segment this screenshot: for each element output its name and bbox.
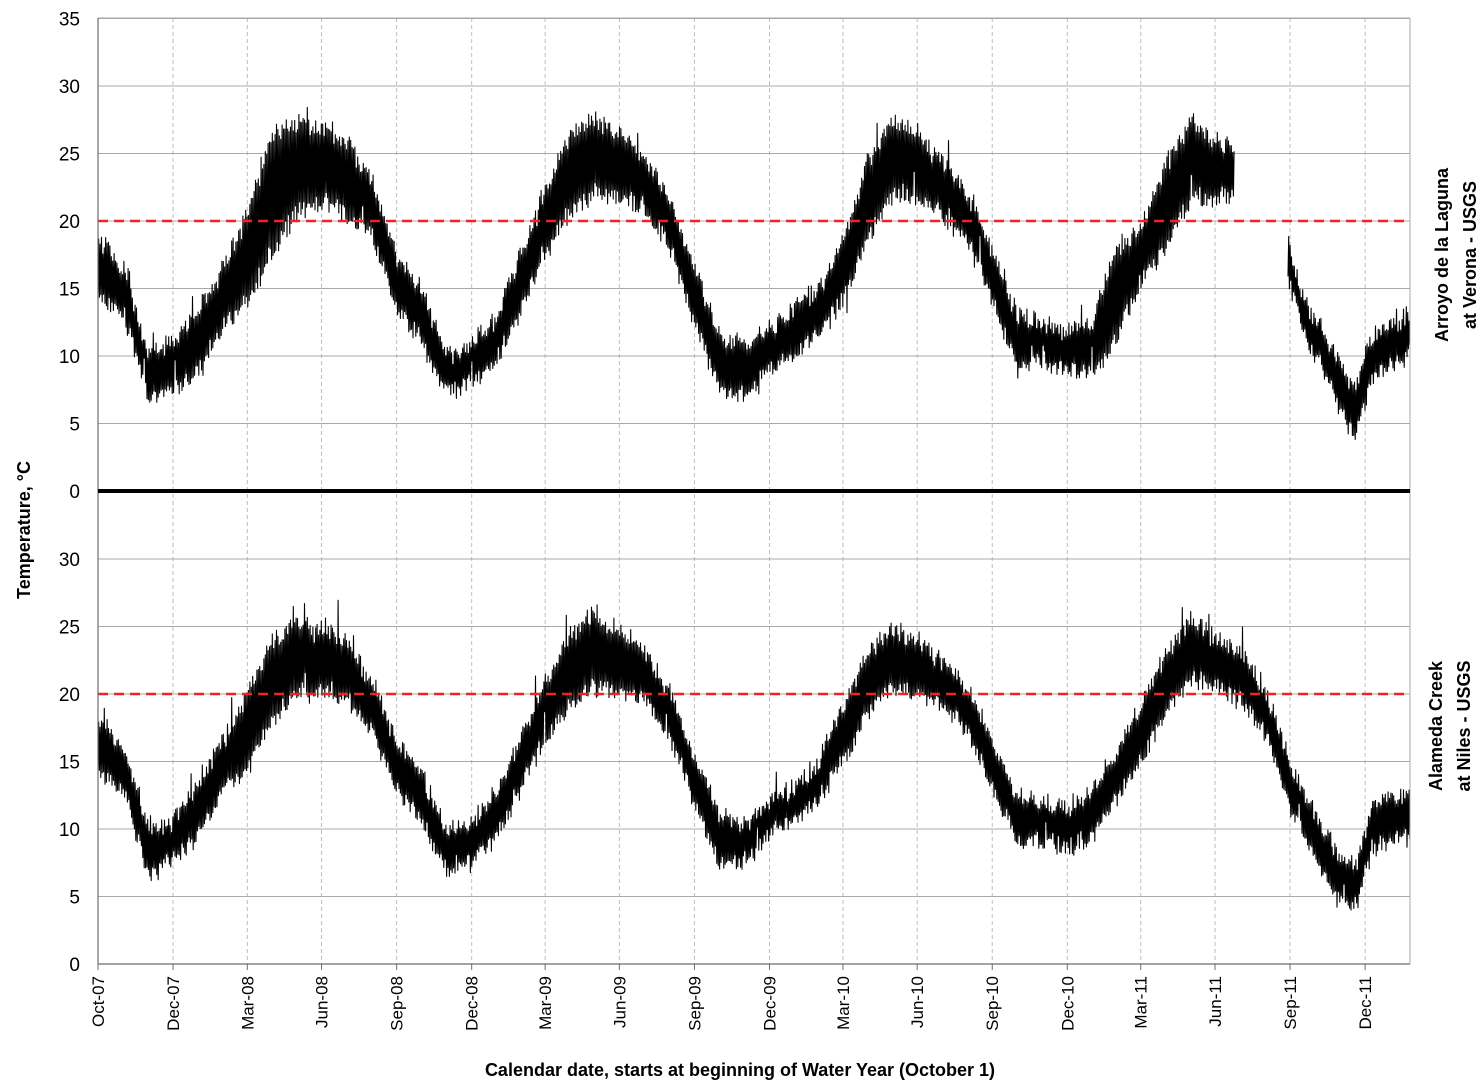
y-tick-label: 20: [59, 685, 80, 706]
panel-label-line: Arroyo de la Laguna: [1432, 167, 1452, 342]
y-tick-label: 5: [69, 415, 80, 436]
y-tick-label: 5: [69, 888, 80, 909]
x-tick-label: Jun-11: [1206, 976, 1225, 1027]
y-tick-label: 30: [59, 77, 80, 98]
x-tick-label: Dec-08: [463, 976, 482, 1031]
x-tick-label: Dec-11: [1356, 976, 1375, 1030]
x-tick-labels: Oct-07 Dec-07 Mar-08 Jun-08 Sep-08 Dec-08 Mar-…: [89, 976, 1375, 1031]
axes: [97, 17, 1411, 970]
x-tick-label: Mar-08: [238, 976, 257, 1030]
y-tick-label: 20: [59, 212, 80, 233]
y-tick-label: 0: [69, 482, 80, 503]
panel-label-verona: Arroyo de la Laguna at Verona - USGS: [1432, 167, 1480, 342]
threshold-lines: [98, 219, 1410, 696]
y-axis-label: Temperature, °C: [14, 461, 34, 599]
x-axis-label: Calendar date, starts at beginning of Wa…: [485, 1060, 995, 1080]
x-tick-label: Mar-09: [536, 976, 555, 1030]
series-line-verona: [1287, 236, 1411, 441]
x-tick-label: Mar-11: [1132, 976, 1151, 1029]
y-tick-label: 10: [59, 347, 80, 368]
x-tick-label: Sep-09: [685, 976, 704, 1031]
y-tick-label: 30: [59, 550, 80, 571]
x-tick-label: Sep-08: [388, 976, 407, 1031]
x-tick-label: Jun-10: [908, 976, 927, 1028]
series-line-verona: [97, 106, 1235, 403]
y-tick-label: 15: [59, 280, 80, 301]
y-tick-labels: 0 5 10 15 20 25 30 35 0 5 10 15 20 25 30: [59, 10, 80, 977]
panel-label-niles: Alameda Creek at Niles - USGS: [1426, 660, 1474, 792]
x-tick-label: Dec-07: [164, 976, 183, 1031]
x-tick-label: Mar-10: [834, 976, 853, 1030]
y-tick-label: 15: [59, 753, 80, 774]
x-tick-label: Jun-08: [313, 976, 332, 1028]
panel-label-line: at Niles - USGS: [1454, 660, 1474, 791]
x-tick-label: Oct-07: [89, 976, 108, 1027]
x-tick-label: Jun-09: [610, 976, 629, 1028]
x-tick-label: Dec-10: [1058, 976, 1077, 1031]
x-tick-label: Dec-09: [761, 976, 780, 1031]
x-tick-label: Sep-11: [1281, 976, 1300, 1030]
y-tick-label: 25: [59, 618, 80, 639]
x-tick-label: Sep-10: [983, 976, 1002, 1031]
y-tick-label: 10: [59, 820, 80, 841]
y-tick-label: 0: [69, 955, 80, 976]
y-tick-label: 25: [59, 145, 80, 166]
panel-label-line: at Verona - USGS: [1460, 181, 1480, 329]
panel-label-line: Alameda Creek: [1426, 660, 1446, 791]
series: [97, 106, 1411, 911]
y-tick-label: 35: [59, 10, 80, 31]
series-line-niles: [97, 599, 1411, 911]
